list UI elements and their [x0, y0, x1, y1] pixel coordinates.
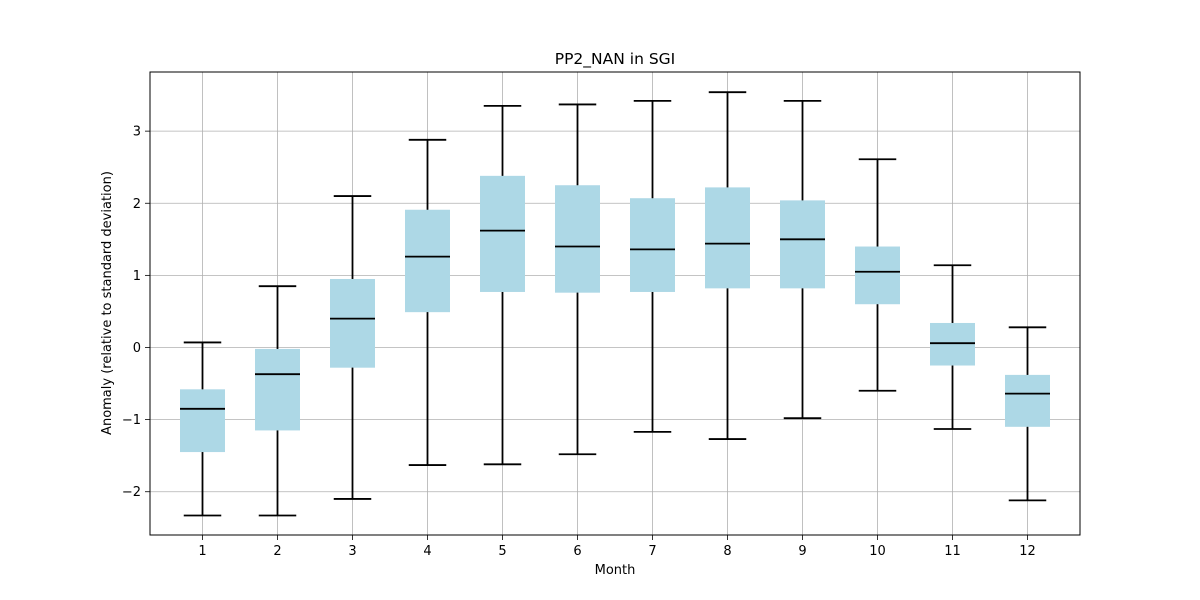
x-tick-label: 3: [348, 544, 356, 559]
box-iqr: [180, 389, 225, 453]
box-iqr: [705, 187, 750, 289]
box-iqr: [1005, 374, 1050, 427]
y-tick-label: −1: [122, 413, 141, 428]
x-tick-label: 7: [648, 544, 656, 559]
plot-frame: [149, 71, 1081, 536]
x-tick-label: 9: [798, 544, 806, 559]
box-iqr: [630, 198, 675, 292]
chart-title: PP2_NAN in SGI: [555, 50, 676, 69]
x-tick-label: 6: [573, 544, 581, 559]
box-iqr: [930, 322, 975, 366]
box-iqr: [555, 185, 600, 293]
y-tick-label: −2: [122, 485, 141, 500]
x-axis-label: Month: [595, 563, 636, 578]
box-iqr: [330, 278, 375, 368]
x-tick-label: 11: [944, 544, 961, 559]
x-tick-label: 8: [723, 544, 731, 559]
x-tick-label: 5: [498, 544, 506, 559]
y-axis-label: Anomaly (relative to standard deviation): [100, 171, 115, 435]
box-iqr: [405, 209, 450, 313]
y-tick-label: 2: [133, 197, 141, 212]
x-tick-label: 4: [423, 544, 431, 559]
box-iqr: [255, 348, 300, 431]
box-iqr: [480, 175, 525, 292]
x-tick-label: 2: [273, 544, 281, 559]
y-tick-label: 3: [133, 125, 141, 140]
box-iqr: [780, 200, 825, 289]
x-tick-label: 10: [869, 544, 886, 559]
x-tick-label: 1: [198, 544, 206, 559]
x-tick-label: 12: [1019, 544, 1036, 559]
y-tick-label: 0: [133, 341, 141, 356]
box-iqr: [855, 246, 900, 305]
box-layer: [180, 91, 1050, 517]
y-tick-label: 1: [133, 269, 141, 284]
